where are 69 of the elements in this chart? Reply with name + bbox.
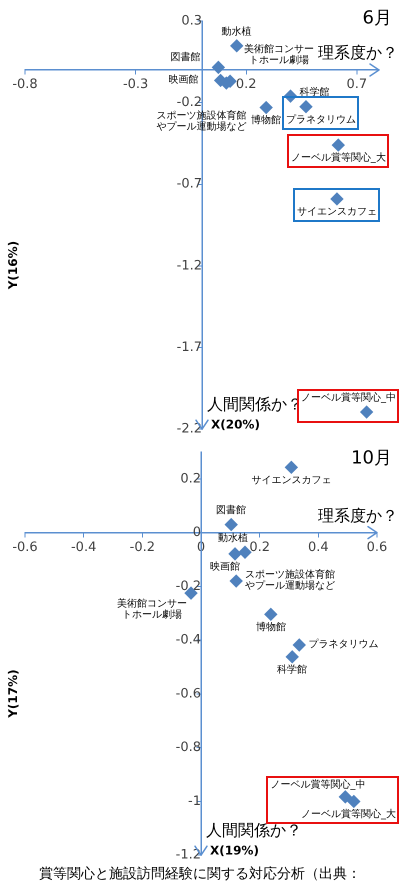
annotation: サイエンスカフェ <box>251 474 332 486</box>
y-tick-label: -0.6 <box>176 686 201 702</box>
annotation: プラネタリウム <box>286 113 356 126</box>
annotation: X(20%) <box>211 417 260 432</box>
x-tick-label: 0.6 <box>366 540 388 555</box>
annotation: 美術館コンサートホール劇場 <box>244 42 314 66</box>
point <box>264 608 278 621</box>
y-axis-title: Y(16%) <box>6 240 20 290</box>
x-tick-label: -0.2 <box>130 540 156 555</box>
point <box>230 574 243 588</box>
x-tick-label: -0.4 <box>70 540 96 555</box>
annotation: 動水植 <box>218 532 248 544</box>
annotation: 図書館 <box>170 50 200 63</box>
chart-title: 6月 <box>362 8 392 29</box>
annotation: 博物館 <box>256 620 286 633</box>
chart-title: 10月 <box>351 448 392 469</box>
point <box>332 138 345 152</box>
annotation: 人間関係か？ <box>206 820 302 840</box>
annotation: サイエンスカフェ <box>296 206 377 218</box>
annotation: 美術館コンサートホール劇場 <box>117 598 188 621</box>
x-axis-title: 理系度か？ <box>318 43 398 62</box>
y-tick-label: 0.3 <box>181 13 202 28</box>
annotation: スポーツ施設体育館やプール運動場など <box>245 568 336 592</box>
annotation: ノーベル賞等関心_中 <box>301 392 396 404</box>
point <box>338 790 352 804</box>
x-tick-label: 0.2 <box>236 77 257 92</box>
x-tick-label: -0.6 <box>12 540 38 555</box>
point <box>224 518 238 532</box>
y-tick-label: -0.7 <box>176 176 202 192</box>
x-tick-label: -0.3 <box>122 77 148 92</box>
annotation: ノーベル賞等関心_中 <box>270 778 366 790</box>
x-tick-label: 0.4 <box>308 540 329 555</box>
x-tick-label: 0.2 <box>249 540 270 555</box>
annotation: 映画館 <box>210 560 240 572</box>
point <box>284 460 298 474</box>
point <box>347 794 360 808</box>
annotation: 映画館 <box>168 74 199 86</box>
y-tick-label: -0.4 <box>176 632 201 648</box>
annotation: プラネタリウム <box>308 638 378 650</box>
annotation: ノーベル賞等関心_大 <box>301 808 396 820</box>
text: 賞等関心と施設訪問経験に関する対応分析（出典： <box>38 866 362 882</box>
annotation: ノーベル賞等関心_大 <box>290 152 386 164</box>
y-axis-title: Y(17%) <box>6 669 20 719</box>
point <box>286 650 299 664</box>
y-tick-label: 0.2 <box>180 471 201 486</box>
point <box>228 547 242 560</box>
y-tick-label: -1.7 <box>176 340 202 355</box>
annotation: X(19%) <box>210 843 259 858</box>
x-axis-title: 理系度か？ <box>318 506 398 525</box>
point <box>292 638 306 652</box>
x-tick-label: 0.7 <box>346 77 368 92</box>
y-tick-label: -1.2 <box>176 258 202 274</box>
y-tick-label: -0.2 <box>176 95 202 110</box>
x-tick-label: -0.8 <box>12 77 38 92</box>
point <box>238 546 252 559</box>
point <box>299 100 312 114</box>
y-tick-label: -0.8 <box>176 740 201 756</box>
annotation: 科学館 <box>300 86 330 98</box>
annotation: 動水植 <box>222 25 252 38</box>
y-tick-label: -0.2 <box>176 578 201 594</box>
point <box>212 60 225 74</box>
point <box>360 406 374 419</box>
annotation: 科学館 <box>277 663 308 676</box>
annotation: 博物館 <box>251 114 282 126</box>
point <box>260 101 273 114</box>
point <box>230 39 244 52</box>
y-tick-label: -1 <box>188 794 201 809</box>
point <box>330 192 344 206</box>
annotation: 図書館 <box>216 504 246 516</box>
